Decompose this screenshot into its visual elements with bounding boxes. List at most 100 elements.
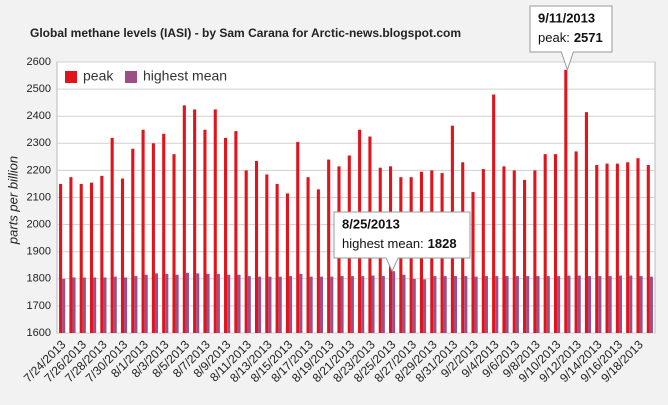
legend-swatch bbox=[65, 71, 77, 83]
annotation-text: highest mean: 1828 bbox=[342, 236, 457, 251]
annotation-value: 2571 bbox=[574, 30, 603, 45]
bar bbox=[134, 276, 138, 333]
bar bbox=[285, 193, 289, 333]
legend-swatch bbox=[125, 71, 137, 83]
y-tick-label: 1900 bbox=[27, 246, 51, 258]
bar bbox=[595, 164, 599, 333]
bar bbox=[258, 276, 262, 333]
bar bbox=[172, 154, 176, 333]
bar bbox=[234, 131, 238, 333]
bar bbox=[381, 276, 385, 333]
y-tick-label: 2600 bbox=[27, 56, 51, 68]
bar bbox=[533, 170, 537, 333]
y-axis-label: parts per billion bbox=[5, 156, 20, 245]
bar bbox=[361, 276, 365, 333]
bar bbox=[275, 183, 279, 333]
bar bbox=[615, 163, 619, 333]
bar bbox=[124, 277, 128, 333]
bar bbox=[515, 276, 519, 333]
bar bbox=[502, 166, 506, 333]
annotation-text: peak: 2571 bbox=[538, 30, 603, 45]
y-tick-label: 2000 bbox=[27, 219, 51, 231]
bar bbox=[144, 274, 148, 333]
bar bbox=[577, 275, 581, 333]
bar bbox=[299, 273, 303, 333]
bar bbox=[103, 277, 107, 333]
bar bbox=[402, 274, 406, 333]
bar bbox=[484, 276, 488, 333]
bar bbox=[443, 276, 447, 333]
bar bbox=[193, 109, 197, 333]
bar bbox=[278, 276, 282, 333]
y-tick-label: 1700 bbox=[27, 300, 51, 312]
y-tick-label: 2300 bbox=[27, 137, 51, 149]
bar bbox=[567, 275, 571, 333]
bar bbox=[505, 276, 509, 333]
annotation-title: 9/11/2013 bbox=[538, 10, 595, 25]
annotation-label: highest mean: bbox=[342, 236, 424, 251]
annotation-title: 8/25/2013 bbox=[342, 216, 400, 231]
y-tick-label: 2200 bbox=[27, 164, 51, 176]
bar bbox=[247, 276, 251, 333]
bar bbox=[62, 278, 66, 333]
bar bbox=[564, 69, 568, 333]
bar bbox=[574, 151, 578, 333]
bar bbox=[453, 276, 458, 333]
bar bbox=[113, 276, 117, 333]
bar bbox=[526, 276, 530, 333]
bar bbox=[309, 276, 313, 333]
bar bbox=[371, 275, 375, 333]
bar bbox=[464, 276, 468, 333]
bar bbox=[203, 129, 207, 333]
y-tick-label: 1800 bbox=[27, 273, 51, 285]
bar bbox=[474, 276, 478, 333]
annotation-box bbox=[333, 211, 471, 273]
bar bbox=[306, 177, 310, 333]
bar bbox=[433, 276, 437, 333]
bar bbox=[412, 278, 416, 333]
bar bbox=[646, 164, 650, 333]
bar bbox=[165, 273, 169, 333]
bar bbox=[557, 276, 561, 333]
bar bbox=[481, 169, 485, 333]
chart-title: Global methane levels (IASI) - by Sam Ca… bbox=[30, 26, 461, 40]
bar bbox=[89, 182, 94, 333]
bar bbox=[72, 277, 76, 333]
bar bbox=[392, 271, 396, 333]
bar bbox=[79, 183, 83, 333]
bar bbox=[618, 275, 623, 333]
bar bbox=[59, 183, 63, 333]
bar bbox=[536, 276, 540, 333]
bar bbox=[151, 143, 155, 333]
bar bbox=[636, 158, 640, 333]
bar bbox=[471, 192, 475, 333]
bar bbox=[340, 276, 344, 333]
bar bbox=[268, 276, 272, 333]
bar bbox=[244, 170, 248, 333]
annotation-box bbox=[529, 5, 613, 72]
bar bbox=[154, 273, 159, 333]
bar bbox=[100, 175, 104, 333]
bar bbox=[423, 279, 427, 333]
bar bbox=[639, 276, 643, 333]
bar bbox=[512, 170, 516, 333]
bar bbox=[495, 276, 499, 333]
bar bbox=[175, 274, 179, 333]
bar bbox=[296, 141, 300, 333]
bar bbox=[327, 159, 331, 333]
bar bbox=[110, 137, 114, 333]
bar bbox=[629, 275, 633, 333]
bar bbox=[492, 94, 496, 334]
y-tick-label: 2500 bbox=[27, 83, 51, 95]
bar bbox=[584, 112, 588, 333]
bar bbox=[330, 276, 334, 333]
bar bbox=[598, 276, 602, 333]
y-tick-label: 2100 bbox=[27, 191, 51, 203]
annotation-label: peak: bbox=[538, 30, 570, 45]
bar bbox=[553, 154, 558, 333]
legend-label: highest mean bbox=[143, 68, 227, 84]
bar bbox=[206, 273, 210, 333]
legend-label: peak bbox=[83, 68, 114, 84]
bar bbox=[162, 133, 166, 333]
